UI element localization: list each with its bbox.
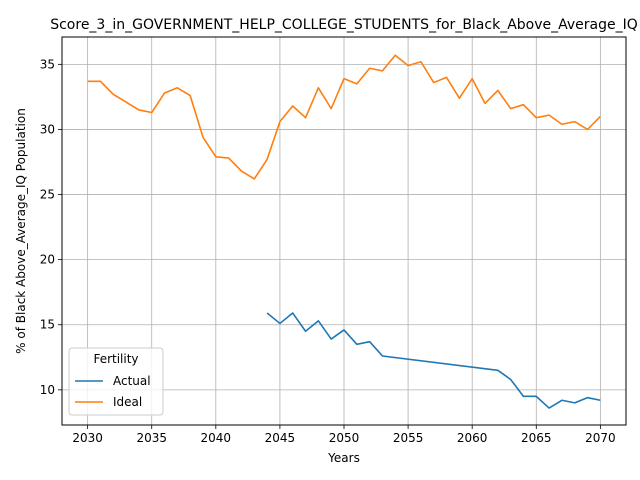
x-tick-label: 2045 bbox=[265, 431, 296, 445]
y-tick-label: 35 bbox=[40, 57, 55, 71]
x-tick-label: 2060 bbox=[457, 431, 488, 445]
y-axis-label: % of Black Above_Average_IQ Population bbox=[14, 108, 28, 354]
legend-box bbox=[68, 347, 164, 416]
legend-label-ideal: Ideal bbox=[113, 395, 142, 409]
series-line-actual bbox=[266, 312, 601, 409]
y-tick-label: 25 bbox=[40, 188, 55, 202]
x-tick-label: 2055 bbox=[393, 431, 424, 445]
y-tick-label: 15 bbox=[40, 318, 55, 332]
legend-label-actual: Actual bbox=[113, 374, 151, 388]
chart-title: Score_3_in_GOVERNMENT_HELP_COLLEGE_STUDE… bbox=[50, 17, 638, 33]
legend-title: Fertility bbox=[93, 352, 138, 366]
y-tick-label: 30 bbox=[40, 122, 55, 136]
x-tick-label: 2030 bbox=[72, 431, 103, 445]
legend: Fertility Actual Ideal bbox=[68, 347, 164, 416]
series-lines bbox=[87, 54, 601, 409]
y-tick-label: 10 bbox=[40, 383, 55, 397]
series-line-ideal bbox=[87, 54, 601, 180]
grid bbox=[62, 37, 626, 425]
x-tick-label: 2050 bbox=[329, 431, 360, 445]
x-axis-label: Years bbox=[327, 451, 360, 465]
x-tick-label: 2070 bbox=[585, 431, 616, 445]
legend-items: Actual Ideal bbox=[75, 374, 151, 409]
x-tick-label: 2035 bbox=[136, 431, 167, 445]
x-tick-label: 2040 bbox=[201, 431, 232, 445]
x-tick-label: 2065 bbox=[521, 431, 552, 445]
y-tick-label: 20 bbox=[40, 253, 55, 267]
axis-ticks: 2030 2035 2040 2045 2050 2055 2060 2065 20701015… bbox=[40, 57, 616, 445]
